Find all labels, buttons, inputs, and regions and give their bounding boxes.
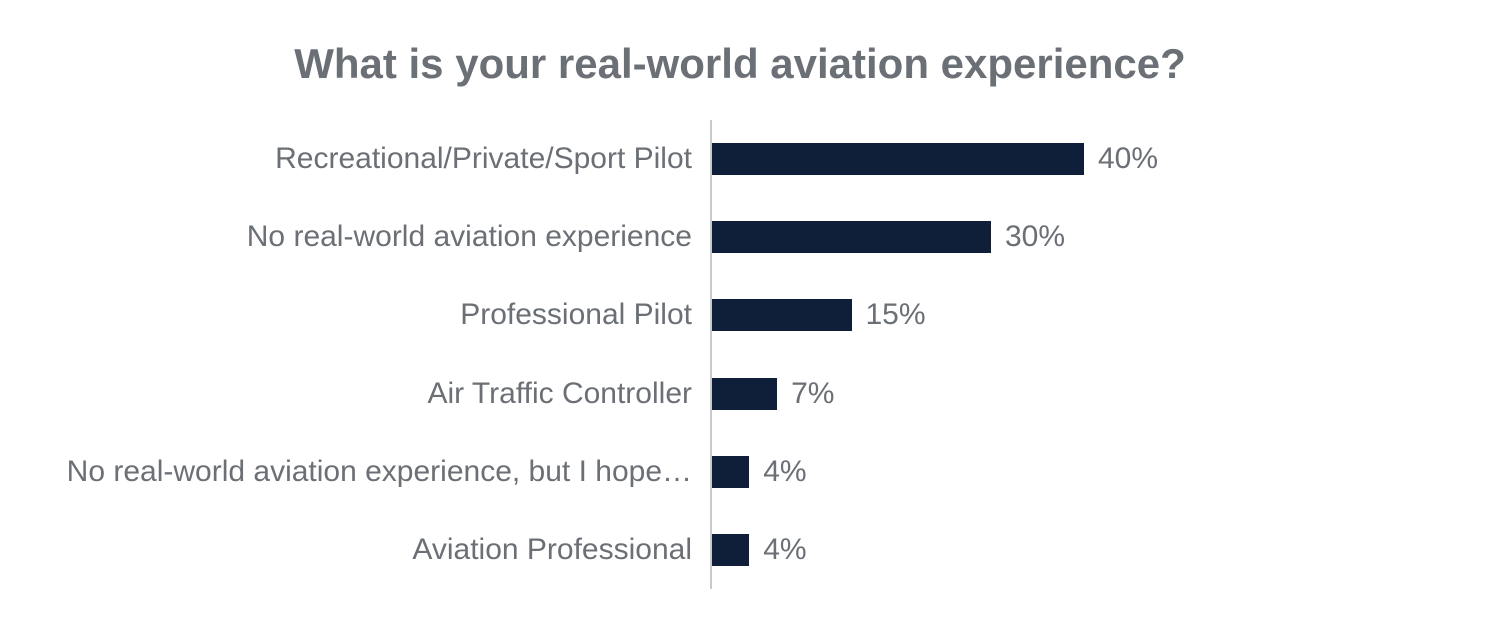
category-label: No real-world aviation experience, but I… [40, 455, 710, 489]
bar-area: 15% [710, 280, 1440, 350]
bar-row: No real-world aviation experience, but I… [40, 437, 1440, 507]
bar-row: Air Traffic Controller 7% [40, 359, 1440, 429]
bar-row: Aviation Professional 4% [40, 515, 1440, 585]
chart-rows: Recreational/Private/Sport Pilot 40% No … [40, 120, 1440, 589]
value-label: 30% [1005, 220, 1065, 254]
bar-area: 4% [710, 515, 1440, 585]
bar-row: Recreational/Private/Sport Pilot 40% [40, 124, 1440, 194]
bar-row: No real-world aviation experience 30% [40, 202, 1440, 272]
bar-chart: What is your real-world aviation experie… [40, 40, 1440, 589]
bar [712, 221, 991, 253]
value-label: 4% [763, 533, 806, 567]
category-label: Recreational/Private/Sport Pilot [40, 142, 710, 176]
value-label: 4% [763, 455, 806, 489]
bar [712, 378, 777, 410]
bar-area: 4% [710, 437, 1440, 507]
bar [712, 143, 1084, 175]
bar-row: Professional Pilot 15% [40, 280, 1440, 350]
bar [712, 456, 749, 488]
chart-body: Recreational/Private/Sport Pilot 40% No … [40, 120, 1440, 589]
bar [712, 299, 852, 331]
bar [712, 534, 749, 566]
category-label: Air Traffic Controller [40, 377, 710, 411]
category-label: Professional Pilot [40, 298, 710, 332]
chart-title: What is your real-world aviation experie… [40, 40, 1440, 88]
bar-area: 40% [710, 124, 1440, 194]
value-label: 15% [866, 298, 926, 332]
value-label: 40% [1098, 142, 1158, 176]
category-label: No real-world aviation experience [40, 220, 710, 254]
bar-area: 7% [710, 359, 1440, 429]
bar-area: 30% [710, 202, 1440, 272]
value-label: 7% [791, 377, 834, 411]
category-label: Aviation Professional [40, 533, 710, 567]
